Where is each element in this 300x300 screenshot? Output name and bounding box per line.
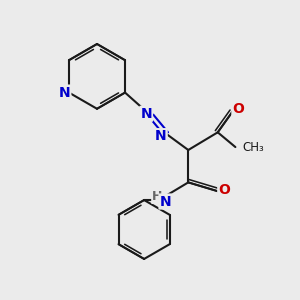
- Text: H: H: [152, 190, 163, 203]
- Text: N: N: [140, 107, 152, 121]
- Text: N: N: [59, 85, 70, 100]
- Text: CH₃: CH₃: [243, 141, 265, 154]
- Text: O: O: [232, 102, 244, 116]
- Text: N: N: [155, 129, 167, 143]
- Text: O: O: [218, 183, 230, 197]
- Text: N: N: [160, 194, 171, 208]
